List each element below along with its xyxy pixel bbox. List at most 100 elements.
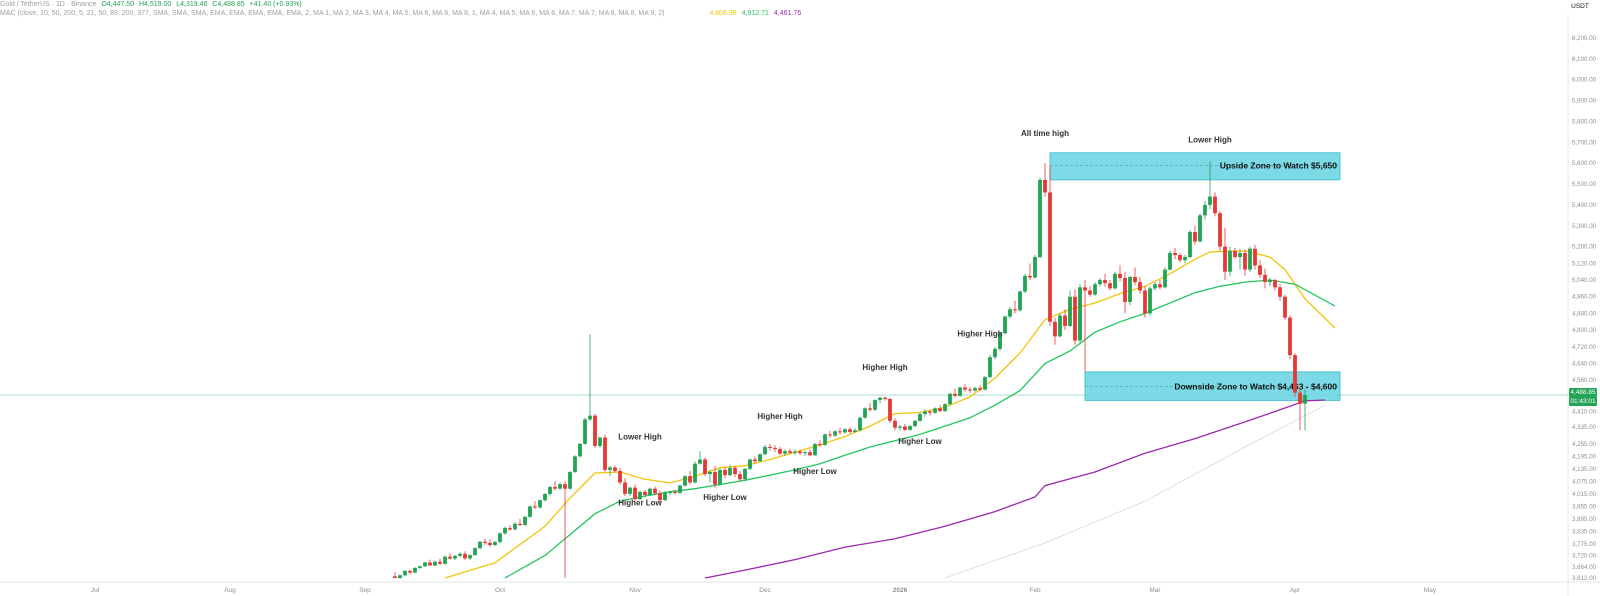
candle bbox=[413, 566, 417, 574]
candle-body bbox=[693, 463, 697, 483]
candle bbox=[808, 449, 812, 457]
swing-annotation: Higher High bbox=[862, 363, 907, 372]
y-tick-label: 4,135.00 bbox=[1572, 466, 1597, 473]
candle bbox=[1268, 277, 1272, 287]
candle-body bbox=[918, 413, 922, 421]
x-tick-label: Dec bbox=[759, 587, 771, 594]
y-tick-label: 4,015.00 bbox=[1572, 491, 1597, 498]
candle bbox=[1198, 213, 1202, 243]
candle-body bbox=[1038, 179, 1042, 258]
y-tick-label: 3,664.00 bbox=[1572, 564, 1597, 571]
close-value: C4,488.85 bbox=[212, 1, 245, 8]
candle-body bbox=[1223, 246, 1227, 272]
countdown-tag: 01:43:01 bbox=[1569, 397, 1597, 407]
candle-body bbox=[423, 562, 427, 567]
candle bbox=[523, 515, 527, 526]
candle-body bbox=[858, 417, 862, 431]
candle-body bbox=[558, 484, 562, 489]
candle-body bbox=[1128, 276, 1132, 302]
candle-body bbox=[773, 448, 777, 450]
y-tick-label: 4,800.00 bbox=[1572, 327, 1597, 334]
candle bbox=[518, 518, 522, 527]
candle-body bbox=[848, 429, 852, 432]
candle-body bbox=[728, 467, 732, 476]
candle-body bbox=[1268, 280, 1272, 283]
candle-body bbox=[888, 398, 892, 421]
candle bbox=[758, 453, 762, 462]
y-tick-label: 3,775.00 bbox=[1572, 541, 1597, 548]
candle bbox=[438, 558, 442, 565]
candle bbox=[1123, 271, 1127, 314]
candle bbox=[938, 405, 942, 412]
candle bbox=[803, 450, 807, 457]
candle bbox=[583, 417, 587, 445]
candle-body bbox=[778, 449, 782, 454]
candle-body bbox=[508, 527, 512, 530]
candle-body bbox=[608, 467, 612, 470]
candle-body bbox=[1108, 283, 1112, 289]
candle bbox=[718, 467, 722, 486]
candle-body bbox=[1203, 204, 1207, 216]
candle-body bbox=[868, 408, 872, 410]
ma-value-2: 4,912.71 bbox=[741, 10, 769, 17]
candle bbox=[1068, 290, 1072, 327]
y-tick-label: 4,880.00 bbox=[1572, 310, 1597, 317]
candle bbox=[443, 555, 447, 565]
candle bbox=[1193, 225, 1197, 245]
candle-body bbox=[973, 388, 977, 391]
candle-body bbox=[1003, 316, 1007, 334]
candle bbox=[393, 572, 397, 579]
symbol-title: Gold / TetherUS · 1D · Binance bbox=[0, 1, 97, 8]
candle-body bbox=[1033, 257, 1037, 278]
y-tick-label: 3,835.00 bbox=[1572, 528, 1597, 535]
candle-body bbox=[663, 492, 667, 501]
candle-body bbox=[1148, 288, 1152, 314]
candle-body bbox=[1068, 296, 1072, 326]
candle-body bbox=[668, 492, 672, 494]
swing-annotation: Lower High bbox=[1188, 135, 1232, 144]
candle-body bbox=[908, 426, 912, 430]
candle bbox=[1118, 265, 1122, 282]
candle bbox=[1023, 273, 1027, 293]
candle bbox=[508, 525, 512, 531]
candle bbox=[1168, 250, 1172, 271]
candle bbox=[1063, 309, 1067, 331]
candle bbox=[1133, 267, 1137, 286]
candle bbox=[913, 419, 917, 428]
y-tick-label: 4,960.00 bbox=[1572, 294, 1597, 301]
moving-average-line bbox=[944, 404, 1326, 579]
y-tick-label: 3,895.00 bbox=[1572, 516, 1597, 523]
candle-body bbox=[643, 491, 647, 495]
candle bbox=[713, 465, 717, 488]
moving-average-line bbox=[444, 250, 1336, 579]
candle bbox=[618, 467, 622, 485]
y-tick-label: 4,720.00 bbox=[1572, 344, 1597, 351]
candle-body bbox=[1228, 250, 1232, 272]
candle-body bbox=[1048, 192, 1052, 322]
candle-body bbox=[1293, 355, 1297, 393]
candle-body bbox=[1283, 296, 1287, 318]
candle-body bbox=[743, 468, 747, 480]
candle-body bbox=[823, 434, 827, 445]
swing-annotation: Higher High bbox=[957, 329, 1002, 338]
candle-body bbox=[583, 419, 587, 444]
candle bbox=[773, 445, 777, 453]
candle bbox=[1128, 275, 1132, 306]
candle-body bbox=[798, 451, 802, 454]
candle-body bbox=[883, 397, 887, 399]
swing-annotation: Higher Low bbox=[793, 467, 837, 476]
candle bbox=[643, 489, 647, 498]
candle-body bbox=[1018, 291, 1022, 311]
swing-annotation: Higher High bbox=[757, 412, 802, 421]
candle bbox=[688, 470, 692, 485]
last-price-tag: 4,488.85 bbox=[1569, 388, 1597, 398]
candle-body bbox=[678, 485, 682, 493]
candle bbox=[958, 386, 962, 397]
candle bbox=[503, 526, 507, 536]
high-value: H4,519.00 bbox=[138, 1, 172, 8]
candle-body bbox=[418, 566, 422, 568]
candle-body bbox=[903, 426, 907, 430]
candle-body bbox=[1133, 276, 1137, 283]
